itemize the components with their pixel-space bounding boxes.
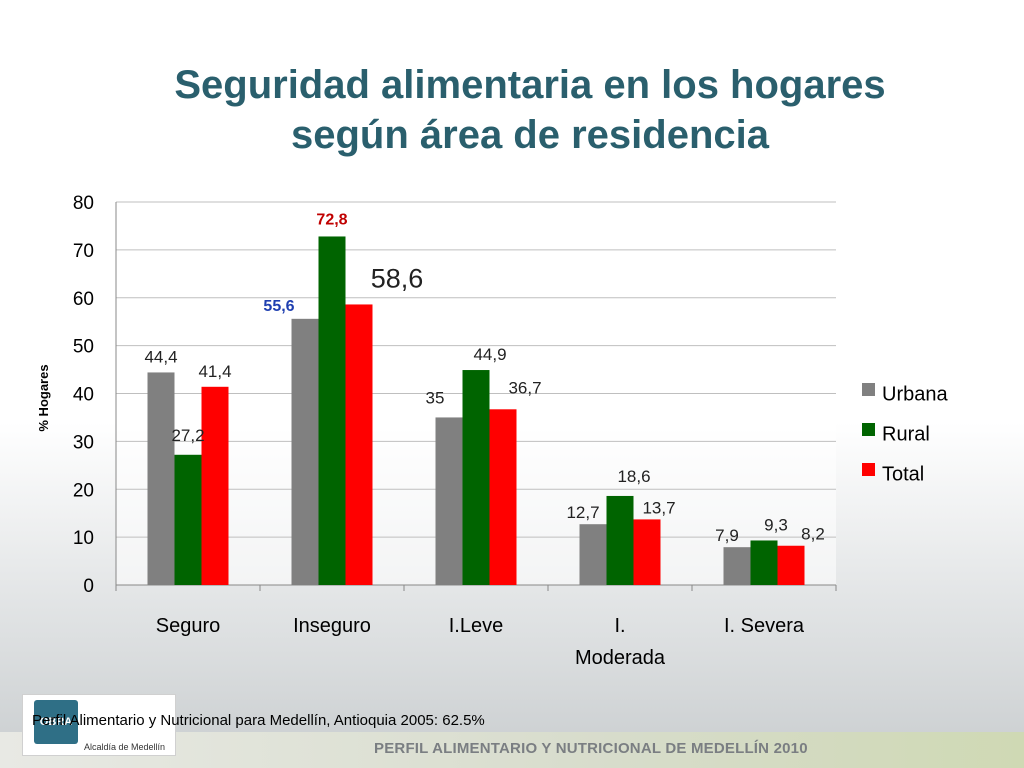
footer-text: PERFIL ALIMENTARIO Y NUTRICIONAL DE MEDE… bbox=[374, 740, 808, 757]
data-label-urbana: 55,6 bbox=[263, 298, 294, 315]
bar-total bbox=[201, 386, 229, 585]
data-label-rural: 44,9 bbox=[473, 345, 506, 364]
data-label-total: 36,7 bbox=[508, 378, 541, 397]
y-axis-title: % Hogares bbox=[36, 364, 51, 431]
source-note: Perfil Alimentario y Nutricional para Me… bbox=[32, 712, 485, 729]
x-tick-label: Seguro bbox=[156, 615, 221, 637]
y-tick-label: 30 bbox=[73, 432, 94, 453]
legend-swatch-rural bbox=[862, 423, 875, 436]
x-tick-label: I. Severa bbox=[724, 615, 805, 637]
data-label-urbana: 7,9 bbox=[715, 526, 739, 545]
data-label-total: 41,4 bbox=[198, 362, 231, 381]
bar-chart: 0 10 20 30 40 50 60 70 80 % Hogares Seguro Inseguro… bbox=[36, 193, 948, 669]
legend-swatch-total bbox=[862, 463, 875, 476]
bar-rural bbox=[750, 540, 778, 585]
data-label-total: 58,6 bbox=[371, 263, 424, 293]
data-label-rural: 18,6 bbox=[617, 467, 650, 486]
logo-icon: OBRA bbox=[34, 700, 78, 744]
bar-urbana bbox=[723, 547, 751, 585]
data-label-rural: 9,3 bbox=[764, 515, 788, 534]
y-tick-label: 50 bbox=[73, 337, 94, 358]
logo-subtext: Alcaldía de Medellín bbox=[84, 742, 166, 752]
bar-rural bbox=[174, 454, 202, 585]
y-tick-label: 80 bbox=[73, 193, 94, 214]
data-label-total: 8,2 bbox=[801, 525, 825, 544]
bar-total bbox=[489, 409, 517, 585]
bar-total bbox=[777, 545, 805, 585]
data-label-urbana: 44,4 bbox=[144, 347, 177, 366]
y-tick-label: 60 bbox=[73, 289, 94, 310]
y-tick-label: 40 bbox=[73, 385, 94, 406]
bar-rural bbox=[318, 236, 346, 585]
data-label-urbana: 12,7 bbox=[566, 503, 599, 522]
legend-label-rural: Rural bbox=[882, 423, 930, 445]
x-tick-label: Moderada bbox=[575, 647, 666, 669]
data-label-total: 13,7 bbox=[642, 498, 675, 517]
x-tick-label: I. bbox=[614, 615, 625, 637]
bar-urbana bbox=[435, 417, 463, 585]
title-line-2: según área de residencia bbox=[290, 113, 769, 157]
y-tick-label: 0 bbox=[83, 576, 94, 597]
data-label-urbana: 35 bbox=[426, 388, 445, 407]
x-tick-label: I.Leve bbox=[449, 615, 503, 637]
bar-urbana bbox=[579, 524, 607, 585]
slide-title: Seguridad alimentaria en los hogares seg… bbox=[80, 60, 980, 160]
data-label-rural: 72,8 bbox=[316, 211, 347, 228]
legend-label-total: Total bbox=[882, 463, 924, 485]
x-tick-label: Inseguro bbox=[293, 615, 371, 637]
bar-total bbox=[345, 304, 373, 585]
y-tick-label: 70 bbox=[73, 241, 94, 262]
y-tick-label: 10 bbox=[73, 528, 94, 549]
data-label-rural: 27,2 bbox=[171, 426, 204, 445]
bar-rural bbox=[462, 370, 490, 585]
y-tick-label: 20 bbox=[73, 480, 94, 501]
bar-total bbox=[633, 519, 661, 585]
bar-rural bbox=[606, 495, 634, 585]
bar-urbana bbox=[147, 372, 175, 585]
bar-urbana bbox=[291, 318, 319, 585]
legend-label-urbana: Urbana bbox=[882, 383, 948, 405]
legend-swatch-urbana bbox=[862, 383, 875, 396]
title-line-1: Seguridad alimentaria en los hogares bbox=[174, 63, 886, 107]
